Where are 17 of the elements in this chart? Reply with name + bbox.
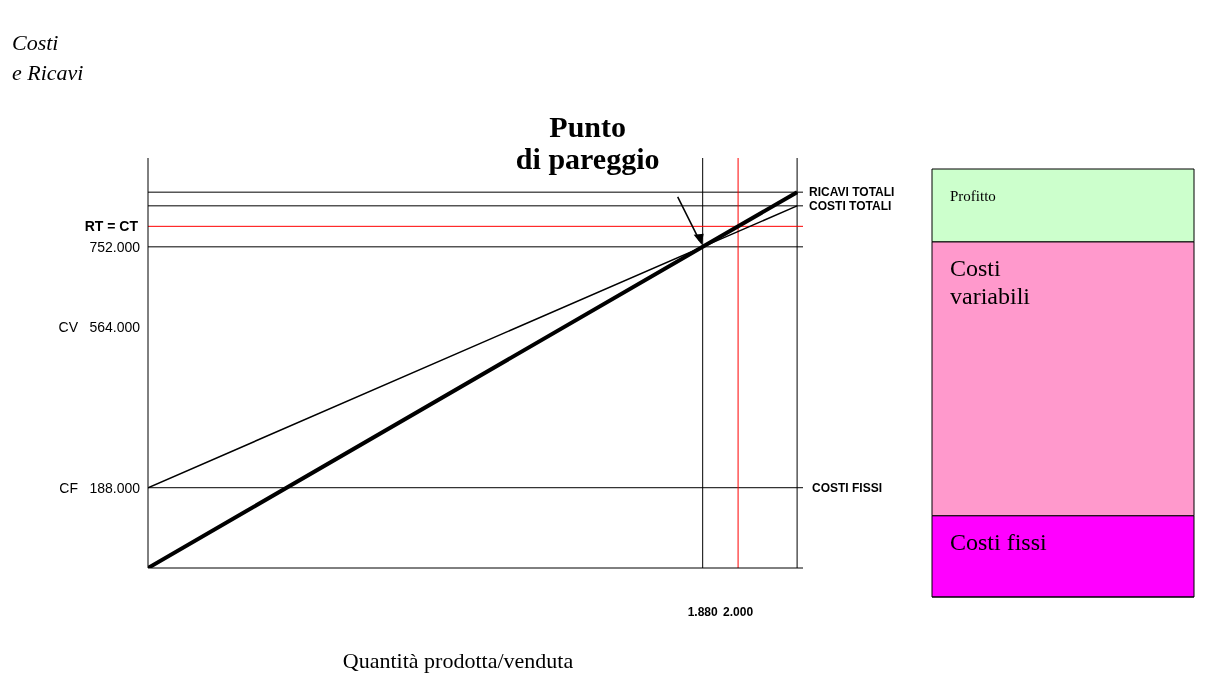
- series-label: Costi fissi: [950, 528, 1048, 555]
- text: CV: [58, 319, 79, 336]
- x-axis-title: Quantità prodotta/venduta: [341, 648, 575, 674]
- y-tick-label: 564.000: [89, 319, 141, 336]
- series-label: Profitto: [950, 188, 996, 204]
- y-tick-label: 188.000: [89, 479, 141, 496]
- annotation: Punto di pareggio: [515, 109, 660, 175]
- series-label: COSTI TOTALI: [809, 198, 892, 213]
- y-tick-label: 752.000: [89, 238, 141, 255]
- ref-line-label: COSTI FISSI: [812, 480, 883, 495]
- text: RT = CT: [84, 217, 139, 234]
- series-label: RICAVI TOTALI: [809, 185, 895, 200]
- series-label: Costi variabili: [950, 254, 1031, 309]
- y-axis-title: Costi e Ricavi: [12, 29, 84, 87]
- x-tick-label: 2.000: [723, 605, 754, 619]
- x-tick-label: 1.880: [687, 605, 719, 619]
- text: CF: [59, 479, 78, 496]
